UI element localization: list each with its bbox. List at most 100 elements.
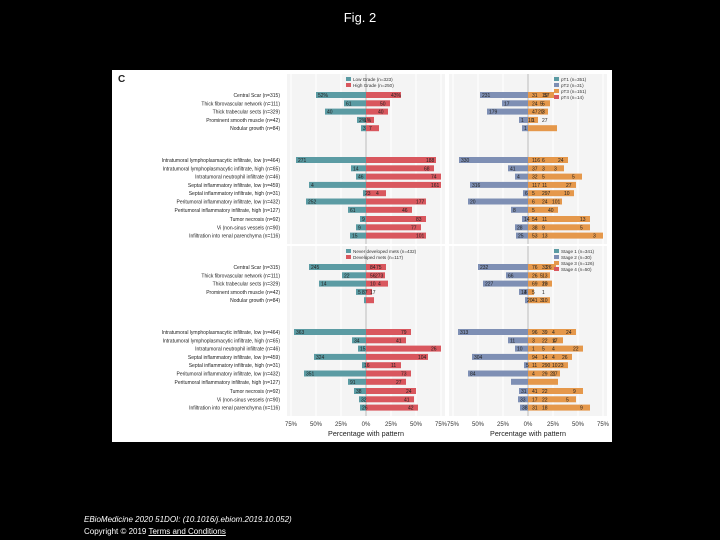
data-label: 84 xyxy=(470,372,476,378)
data-label: 5 xyxy=(532,191,535,197)
bar-right xyxy=(366,92,401,98)
bar-left xyxy=(350,232,366,239)
x-tick-label: 50% xyxy=(572,422,585,428)
bar-right xyxy=(366,173,441,180)
bar-right xyxy=(366,370,411,377)
row-label: Intratumoral neutrophil infiltrate (n=46… xyxy=(195,347,280,353)
data-label: 9 xyxy=(362,217,365,223)
bar-left xyxy=(478,264,528,270)
bar-right xyxy=(528,100,550,107)
bar-right xyxy=(366,165,434,172)
bar-right xyxy=(528,232,603,239)
bar-right xyxy=(528,396,576,403)
legend-label: High Grade (n=250) xyxy=(353,83,394,88)
data-label: 41 xyxy=(532,298,538,304)
bar-left xyxy=(515,345,528,352)
data-label: 1 xyxy=(542,290,545,296)
data-label: 22 xyxy=(542,338,548,344)
row-label: Septal inflammatory infiltrate, low (n=4… xyxy=(188,355,280,361)
data-label: 11 xyxy=(542,183,547,189)
data-label: 5 xyxy=(572,175,575,181)
data-label: 5 xyxy=(358,290,361,296)
legend-swatch xyxy=(346,255,351,259)
bar-right xyxy=(528,272,550,279)
bar-right xyxy=(528,280,552,287)
bar-left xyxy=(348,206,366,213)
x-tick-label: 25% xyxy=(497,422,510,428)
x-tick-label: 50% xyxy=(310,422,323,428)
row-label: Nodular growth (n=84) xyxy=(230,126,280,132)
data-label: 10 xyxy=(370,282,376,288)
data-label: 5 xyxy=(542,175,545,181)
bar-right xyxy=(528,370,560,377)
data-label: 41 xyxy=(532,389,538,395)
bar-right xyxy=(366,345,441,352)
legend-swatch xyxy=(346,77,351,81)
bar-right xyxy=(366,329,411,335)
bar-left xyxy=(296,157,366,163)
data-label: 39 xyxy=(542,330,548,336)
data-label: 20 xyxy=(527,298,533,304)
row-label: Tumor necrosis (n=92) xyxy=(230,389,281,395)
terms-link[interactable]: Terms and Conditions xyxy=(148,527,226,536)
x-tick-label: 0% xyxy=(362,422,371,428)
x-tick-label: 75% xyxy=(597,422,610,428)
x-tick-label: 25% xyxy=(385,422,398,428)
row-label: Intratumoral lymphoplasmacytic infiltrat… xyxy=(163,166,281,172)
data-label: 9 xyxy=(573,389,576,395)
data-label: 23 xyxy=(558,363,564,369)
bar-left xyxy=(348,378,366,385)
data-label: 38 xyxy=(522,406,528,412)
bar-right xyxy=(528,337,563,344)
legend-swatch xyxy=(346,249,351,253)
data-label: 1 xyxy=(532,118,535,124)
data-label: 161 xyxy=(431,183,440,189)
data-label: 29 xyxy=(542,372,548,378)
bar-left xyxy=(472,353,528,360)
legend-label: pT3 (n=151) xyxy=(561,89,587,94)
data-label: 10 xyxy=(542,298,548,304)
data-label: 53 xyxy=(532,234,538,240)
bar-left xyxy=(524,362,528,369)
data-label: 41 xyxy=(396,338,402,344)
bar-left xyxy=(470,181,528,188)
data-label: 96 xyxy=(532,330,538,336)
bar-left xyxy=(352,337,366,344)
legend-label: pT4 (n=14) xyxy=(561,95,584,100)
legend-swatch xyxy=(554,77,559,81)
data-label: 57 xyxy=(544,93,550,99)
bar-right xyxy=(366,337,406,344)
data-label: 3 xyxy=(540,298,543,304)
row-label: Infiltration into renal parenchyma (n=11… xyxy=(189,234,280,240)
data-label: 13 xyxy=(580,217,586,223)
bar-left xyxy=(361,125,366,132)
x-axis-title: Percentage with pattern xyxy=(490,429,566,438)
legend-swatch xyxy=(554,95,559,99)
bar-left xyxy=(506,272,528,279)
data-label: 5 xyxy=(580,225,583,231)
bar-right xyxy=(528,264,556,270)
data-label: 17 xyxy=(552,338,558,344)
bar-right xyxy=(366,125,379,132)
bar-left xyxy=(525,297,528,304)
bar-right xyxy=(366,216,426,222)
figure-panel: C 52% 43% 61 50 40 40 2% 1% 3 7 271 188 14 68 46 74 4 161… xyxy=(112,70,612,442)
data-label: 245 xyxy=(311,265,320,271)
data-label: 20 xyxy=(542,282,548,288)
bar-left xyxy=(522,125,528,132)
bar-right xyxy=(366,157,436,163)
legend-swatch xyxy=(554,89,559,93)
bar-right xyxy=(366,388,416,394)
bar-left xyxy=(515,224,528,231)
data-label: 17 xyxy=(504,101,510,107)
data-label: 324 xyxy=(316,355,325,361)
row-label: Intratumoral lymphoplasmacytic infiltrat… xyxy=(162,158,281,164)
data-label: 14 xyxy=(353,166,359,172)
data-label: 68 xyxy=(424,166,430,172)
data-label: 28 xyxy=(517,225,523,231)
bar-right xyxy=(366,206,412,213)
panel-letter: C xyxy=(118,74,125,85)
legend-swatch xyxy=(554,255,559,259)
data-label: 5 xyxy=(532,290,535,296)
data-label: 25 xyxy=(518,234,524,240)
